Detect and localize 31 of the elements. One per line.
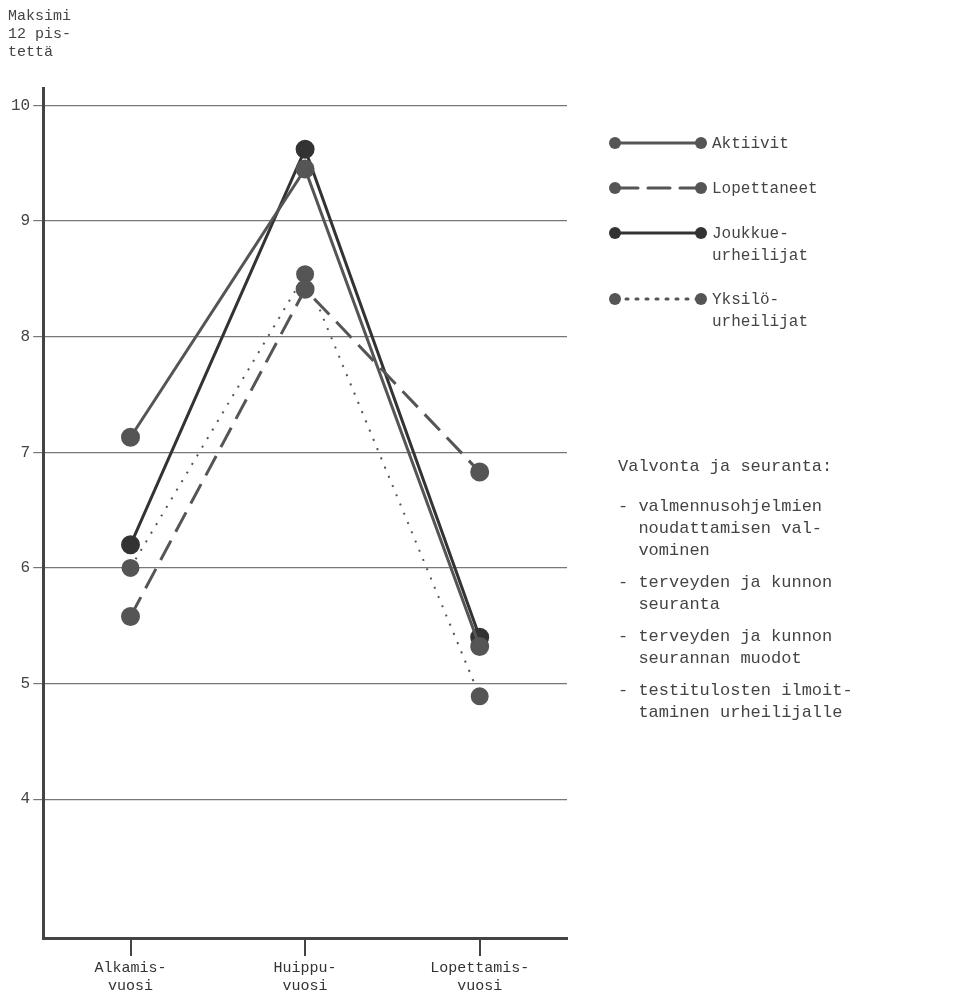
- point: [470, 687, 489, 706]
- point: [295, 159, 315, 179]
- y-tick-label: 6: [20, 559, 31, 578]
- y-tick-label: 5: [20, 674, 31, 693]
- point: [295, 279, 315, 299]
- x-tick-label: Alkamis- vuosi: [94, 959, 167, 995]
- y-tick-label: 8: [20, 327, 31, 346]
- point: [470, 637, 490, 657]
- point: [470, 462, 490, 482]
- legend-label: Lopettaneet: [712, 179, 818, 200]
- point: [121, 427, 140, 447]
- point: [121, 535, 140, 555]
- y-tick-label: 10: [11, 96, 31, 115]
- text: - terveyden ja kunnon seurannan muodot: [618, 626, 834, 670]
- text: Valvonta ja seuranta:: [618, 456, 834, 478]
- text: - testitulosten ilmoit- taminen urheilijalle: [618, 680, 853, 724]
- y-axis-title: Maksimi 12 pis- tettä: [8, 8, 72, 62]
- point: [295, 139, 315, 159]
- text: - valmennusohjelmien noudattamisen val- vominen: [618, 496, 824, 562]
- x-tick-label: Lopettamis- vuosi: [430, 959, 530, 995]
- legend-label: Joukkue- urheilijat: [712, 224, 809, 267]
- y-tick-label: 9: [20, 212, 31, 231]
- y-tick-label: 4: [20, 790, 31, 809]
- point: [121, 607, 140, 626]
- point: [296, 265, 315, 284]
- text: - terveyden ja kunnon seuranta: [618, 572, 834, 616]
- legend-label: Aktiivit: [712, 134, 789, 155]
- legend-label: Yksilö- urheilijat: [712, 290, 809, 333]
- x-tick-label: Huippu- vuosi: [273, 959, 337, 995]
- point: [121, 558, 140, 577]
- y-tick-label: 7: [20, 443, 31, 462]
